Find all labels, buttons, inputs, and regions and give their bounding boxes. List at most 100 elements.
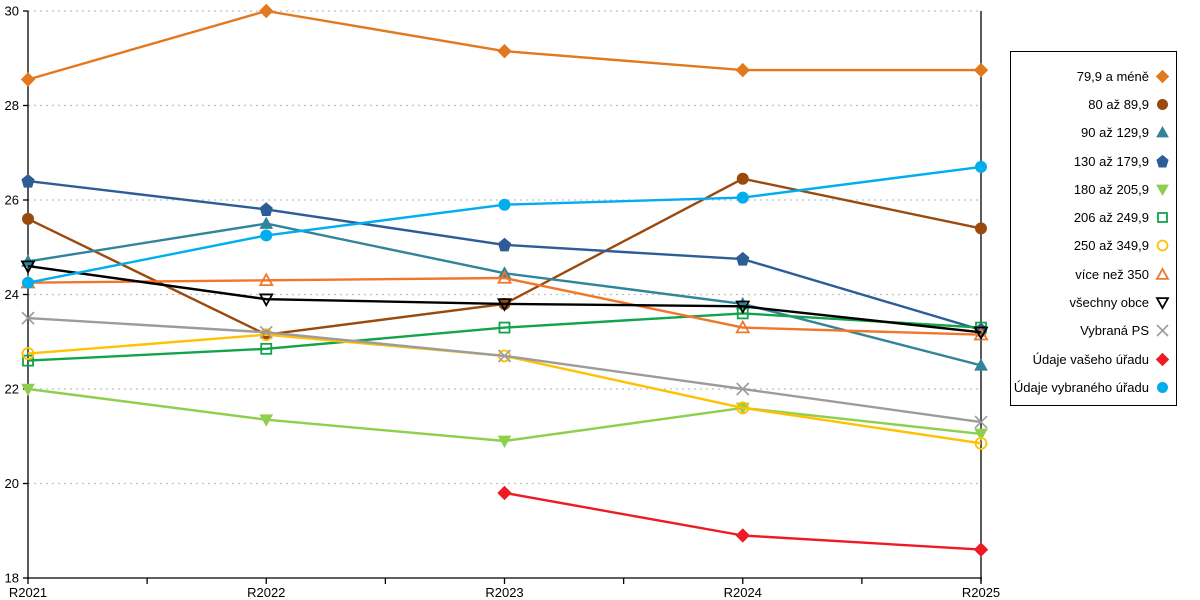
data-point-marker: [21, 347, 35, 360]
triangle-down-marker-icon: [1156, 184, 1169, 196]
legend-item-label: všechny obce: [1069, 295, 1150, 311]
legend-item-label: 180 až 205,9: [1073, 181, 1149, 197]
data-point-marker: [20, 260, 36, 275]
circle-marker-icon: [1157, 381, 1168, 393]
data-point-marker: [1155, 352, 1170, 366]
chart-legend: 79,9 a méně 80 až 89,9 90 až 129,9 130 až 1…: [1010, 51, 1177, 406]
data-point-marker: [736, 307, 749, 320]
data-point-marker: [497, 43, 512, 59]
circle-marker-icon: [1156, 240, 1169, 252]
legend-item: 80 až 89,9: [1011, 90, 1176, 118]
legend-item-label: 79,9 a méně: [1076, 68, 1149, 84]
data-point-marker: [1157, 98, 1168, 110]
legend-item: 130 až 179,9: [1011, 147, 1176, 175]
data-point-marker: [259, 325, 273, 339]
data-point-marker: [1155, 297, 1170, 310]
series-line: [27, 165, 982, 284]
pentagon-marker-icon: [1156, 154, 1169, 168]
data-point-marker: [974, 358, 988, 371]
data-point-marker: [736, 191, 749, 204]
data-point-marker: [974, 436, 988, 450]
legend-item-label: Údaje vašeho úřadu: [1032, 351, 1149, 367]
circle-marker-icon: [1157, 98, 1168, 110]
diamond-marker-icon: [1155, 69, 1170, 83]
legend-item: 250 až 349,9: [1011, 232, 1176, 260]
x-tick-label: R2025: [962, 585, 1000, 600]
data-point-marker: [498, 321, 511, 334]
data-point-marker: [497, 435, 512, 449]
legend-item: 90 až 129,9: [1011, 119, 1176, 147]
data-point-marker: [974, 415, 988, 429]
series-line: [27, 276, 982, 336]
data-point-marker: [498, 198, 511, 211]
data-point-marker: [258, 272, 274, 287]
data-point-marker: [259, 216, 274, 229]
legend-item-label: Údaje vybraného úřadu: [1013, 379, 1149, 395]
data-point-marker: [1157, 381, 1168, 393]
data-point-marker: [735, 62, 750, 78]
data-point-marker: [260, 342, 273, 355]
data-point-marker: [259, 328, 273, 342]
legend-item: Údaje vybraného úřadu: [1011, 373, 1176, 401]
data-point-marker: [1155, 69, 1170, 83]
data-point-marker: [259, 3, 274, 19]
x-tick-label: R2022: [247, 585, 285, 600]
data-point-marker: [259, 202, 273, 216]
data-point-marker: [497, 237, 512, 252]
diamond-marker-icon: [1155, 352, 1170, 366]
series-line: [27, 387, 982, 443]
legend-item-label: 206 až 249,9: [1073, 210, 1149, 226]
data-point-marker: [735, 319, 751, 334]
data-point-marker: [975, 160, 987, 173]
data-point-marker: [736, 401, 750, 415]
legend-item: více než 350: [1011, 260, 1176, 288]
data-point-marker: [974, 428, 988, 441]
square-marker-icon: [1157, 212, 1168, 224]
data-point-marker: [22, 276, 34, 289]
y-tick-label: 28: [5, 98, 19, 113]
triangle-down-marker-icon: [1155, 297, 1170, 310]
data-point-marker: [735, 300, 751, 315]
legend-item-label: 90 až 129,9: [1081, 125, 1149, 141]
data-point-marker: [21, 311, 35, 325]
data-point-marker: [259, 414, 274, 427]
triangle-up-marker-icon: [1156, 126, 1169, 138]
x-tick-label: R2024: [724, 585, 762, 600]
data-point-marker: [22, 354, 34, 367]
data-point-marker: [1156, 184, 1169, 196]
data-point-marker: [496, 270, 513, 284]
data-point-marker: [20, 72, 36, 87]
y-tick-label: 22: [5, 382, 19, 397]
series-line: [27, 264, 982, 334]
data-point-marker: [736, 172, 749, 185]
data-point-marker: [496, 298, 513, 312]
data-point-marker: [21, 173, 35, 188]
y-tick-label: 30: [5, 4, 19, 19]
data-point-marker: [21, 383, 35, 397]
data-point-marker: [735, 528, 750, 543]
y-tick-label: 24: [5, 287, 19, 302]
x-tick-label: R2023: [485, 585, 523, 600]
legend-item: 79,9 a méně: [1011, 62, 1176, 90]
legend-item: 206 až 249,9: [1011, 203, 1176, 231]
legend-item: 180 až 205,9: [1011, 175, 1176, 203]
triangle-up-marker-icon: [1155, 266, 1170, 280]
data-point-marker: [1156, 324, 1169, 337]
legend-item-label: Vybraná PS: [1080, 323, 1149, 339]
data-point-marker: [973, 542, 989, 557]
legend-item: všechny obce: [1011, 288, 1176, 316]
x-marker-icon: [1156, 324, 1169, 337]
data-point-marker: [22, 212, 34, 225]
legend-item-label: 80 až 89,9: [1088, 96, 1149, 112]
data-point-marker: [260, 229, 273, 242]
legend-item: Údaje vašeho úřadu: [1011, 345, 1176, 373]
data-point-marker: [1155, 266, 1170, 280]
data-point-marker: [975, 222, 987, 235]
data-point-marker: [1157, 212, 1168, 224]
data-point-marker: [1156, 240, 1169, 252]
y-tick-label: 20: [5, 476, 19, 491]
data-point-marker: [1156, 126, 1169, 138]
data-point-marker: [973, 326, 989, 341]
